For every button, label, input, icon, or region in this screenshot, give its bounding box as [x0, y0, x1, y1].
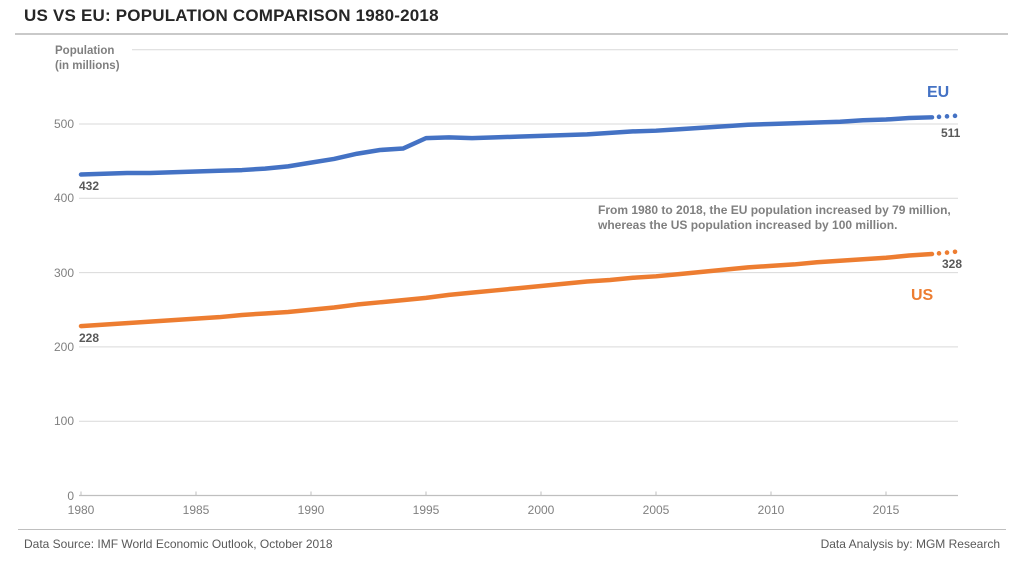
y-axis-title-line2: (in millions) [55, 59, 120, 72]
annotation-line2: whereas the US population increased by 1… [598, 217, 898, 232]
x-tick-label: 2000 [527, 503, 555, 517]
x-tick-label: 2005 [642, 503, 670, 517]
annotation-text: From 1980 to 2018, the EU population inc… [598, 203, 951, 232]
y-tick-label: 100 [53, 414, 74, 429]
y-tick-label: 0 [67, 488, 74, 503]
y-tick-label: 400 [53, 191, 74, 206]
gridlines [79, 49, 958, 422]
x-tick-label: 1990 [297, 503, 325, 517]
x-tick-label: 1985 [182, 503, 210, 517]
eu-forecast-dots [936, 113, 958, 120]
page-title: US VS EU: POPULATION COMPARISON 1980-201… [24, 6, 439, 25]
y-tick-label: 500 [53, 117, 74, 131]
x-tick-label: 2010 [757, 503, 785, 517]
data-source-text: Data Source: IMF World Economic Outlook,… [24, 537, 333, 551]
us-end-value-label: 328 [942, 257, 963, 271]
y-tick-label: 300 [53, 265, 74, 280]
x-axis [79, 491, 958, 497]
us-start-value-label: 228 [79, 331, 100, 345]
y-axis-title: Population (in millions) [53, 43, 132, 74]
x-tick-label: 1980 [67, 503, 95, 517]
eu-series-label: EU [927, 84, 950, 101]
title-divider [15, 33, 1008, 35]
us-series-label: US [911, 287, 934, 304]
eu-end-value-label: 511 [941, 126, 961, 140]
us-line [78, 251, 935, 329]
eu-line [78, 115, 935, 177]
y-axis-title-line1: Population [55, 45, 115, 57]
data-analysis-text: Data Analysis by: MGM Research [820, 537, 1000, 551]
x-tick-label: 1995 [412, 503, 440, 517]
footer-divider [18, 529, 1006, 530]
eu-start-value-label: 432 [79, 179, 100, 193]
annotation-line1: From 1980 to 2018, the EU population inc… [598, 203, 951, 217]
x-tick-label: 2015 [872, 503, 900, 517]
y-tick-label: 200 [53, 339, 74, 354]
us-forecast-dots [936, 249, 958, 256]
